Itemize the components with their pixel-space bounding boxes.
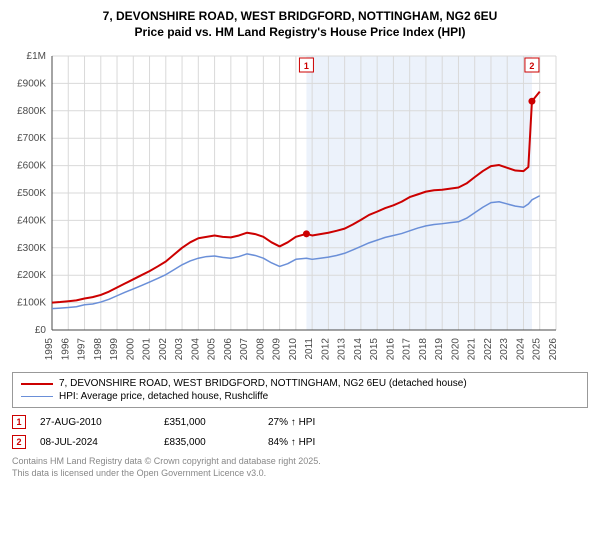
svg-text:2012: 2012 [320,338,331,361]
svg-text:1998: 1998 [93,338,104,361]
footnote: Contains HM Land Registry data © Crown c… [8,452,592,479]
sale-price: £351,000 [164,417,254,428]
svg-text:£0: £0 [35,325,47,336]
footnote-line1: Contains HM Land Registry data © Crown c… [12,456,588,468]
svg-text:2000: 2000 [125,338,136,361]
svg-text:£200K: £200K [17,271,46,282]
chart-title: 7, DEVONSHIRE ROAD, WEST BRIDGFORD, NOTT… [8,8,592,40]
svg-text:2001: 2001 [142,338,153,361]
svg-text:2020: 2020 [450,338,461,361]
svg-text:2019: 2019 [434,338,445,361]
legend-label: HPI: Average price, detached house, Rush… [59,391,268,402]
svg-text:£100K: £100K [17,298,46,309]
svg-text:£900K: £900K [17,79,46,90]
legend-row: HPI: Average price, detached house, Rush… [21,390,579,403]
svg-text:£500K: £500K [17,188,46,199]
sale-delta: 27% ↑ HPI [268,417,315,428]
svg-text:2013: 2013 [337,338,348,361]
price-chart-svg: £0 £100K £200K £300K £400K £500K £600K £700K £80… [8,46,568,366]
legend-label: 7, DEVONSHIRE ROAD, WEST BRIDGFORD, NOTT… [59,378,467,389]
sale-marker-box: 1 [12,415,26,429]
chart-area: £0 £100K £200K £300K £400K £500K £600K £700K £80… [8,46,592,366]
svg-text:2022: 2022 [483,338,494,361]
sale-price: £835,000 [164,437,254,448]
svg-text:2016: 2016 [385,338,396,361]
svg-text:£1M: £1M [27,51,46,62]
svg-text:1996: 1996 [60,338,71,361]
footnote-line2: This data is licensed under the Open Gov… [12,468,588,480]
svg-text:2009: 2009 [272,338,283,361]
sale-date: 08-JUL-2024 [40,437,150,448]
svg-text:2018: 2018 [418,338,429,361]
title-line2: Price paid vs. HM Land Registry's House … [8,24,592,40]
svg-text:1995: 1995 [44,338,55,361]
svg-text:2017: 2017 [402,338,413,361]
svg-text:£300K: £300K [17,243,46,254]
svg-text:2004: 2004 [190,338,201,361]
svg-text:£600K: £600K [17,161,46,172]
sales-markers-table: 1 27-AUG-2010 £351,000 27% ↑ HPI 2 08-JUL-202… [8,412,592,452]
legend-swatch [21,396,53,397]
svg-text:2003: 2003 [174,338,185,361]
svg-text:2025: 2025 [532,338,543,361]
svg-text:1999: 1999 [109,338,120,361]
svg-text:2006: 2006 [223,338,234,361]
title-line1: 7, DEVONSHIRE ROAD, WEST BRIDGFORD, NOTT… [8,8,592,24]
svg-text:2010: 2010 [288,338,299,361]
svg-text:2024: 2024 [515,338,526,361]
legend-swatch [21,383,53,385]
svg-text:2026: 2026 [548,338,559,361]
sale-row: 1 27-AUG-2010 £351,000 27% ↑ HPI [8,412,592,432]
legend: 7, DEVONSHIRE ROAD, WEST BRIDGFORD, NOTT… [12,372,588,408]
svg-text:2021: 2021 [467,338,478,361]
sale-marker-box: 2 [12,435,26,449]
svg-text:2011: 2011 [304,338,315,360]
sale-date: 27-AUG-2010 [40,417,150,428]
svg-text:2008: 2008 [255,338,266,361]
svg-text:2002: 2002 [158,338,169,361]
svg-text:£800K: £800K [17,106,46,117]
svg-text:2: 2 [529,61,534,71]
svg-text:2023: 2023 [499,338,510,361]
svg-text:2015: 2015 [369,338,380,361]
svg-text:1: 1 [304,61,309,71]
sale-delta: 84% ↑ HPI [268,437,315,448]
svg-text:2005: 2005 [207,338,218,361]
svg-text:£700K: £700K [17,134,46,145]
svg-text:1997: 1997 [77,338,88,361]
legend-row: 7, DEVONSHIRE ROAD, WEST BRIDGFORD, NOTT… [21,377,579,390]
svg-text:2014: 2014 [353,338,364,361]
svg-text:2007: 2007 [239,338,250,361]
svg-text:£400K: £400K [17,216,46,227]
sale-row: 2 08-JUL-2024 £835,000 84% ↑ HPI [8,432,592,452]
